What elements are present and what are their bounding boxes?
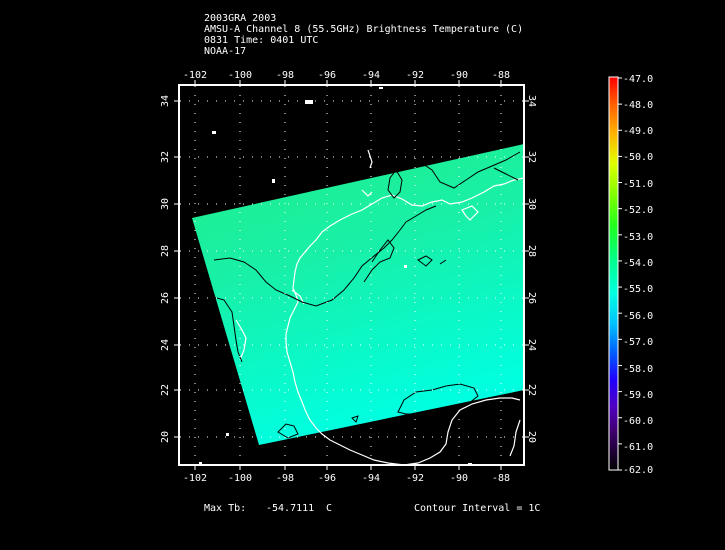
lon-label-bottom: -90 — [450, 473, 468, 484]
lat-label-right: 24 — [526, 339, 537, 351]
lon-label-top: -96 — [318, 70, 336, 81]
lon-label-bottom: -88 — [492, 473, 510, 484]
lat-label-right: 20 — [526, 431, 537, 443]
title-line-1: 2003GRA 2003 — [204, 13, 277, 24]
colorbar-label: -54.0 — [623, 258, 653, 269]
lon-label-top: -90 — [450, 70, 468, 81]
tick-marks — [174, 80, 529, 470]
colorbar-label: -59.0 — [623, 390, 653, 401]
lon-label-top: -100 — [228, 70, 252, 81]
title-line-4: NOAA-17 — [204, 46, 247, 57]
lat-label-left: 34 — [160, 95, 171, 107]
colorbar-label: -53.0 — [623, 232, 653, 243]
brightness-swath — [192, 144, 524, 445]
colorbar-label: -49.0 — [623, 126, 653, 137]
colorbar-label: -56.0 — [623, 311, 653, 322]
colorbar — [608, 76, 619, 471]
colorbar-ticks — [618, 77, 622, 471]
lat-label-left: 22 — [160, 384, 171, 396]
lon-label-top: -102 — [183, 70, 207, 81]
lat-label-left: 20 — [160, 431, 171, 443]
lat-label-left: 30 — [160, 198, 171, 210]
lat-label-right: 28 — [526, 245, 537, 257]
lat-label-left: 24 — [160, 339, 171, 351]
max-tb-label: Max Tb: — [204, 503, 247, 514]
lat-label-left: 26 — [160, 292, 171, 304]
colorbar-label: -60.0 — [623, 416, 653, 427]
lon-label-top: -94 — [362, 70, 380, 81]
lon-label-bottom: -102 — [183, 473, 207, 484]
colorbar-label: -52.0 — [623, 205, 653, 216]
colorbar-label: -57.0 — [623, 337, 653, 348]
colorbar-label: -62.0 — [623, 465, 653, 476]
title-line-2: AMSU-A Channel 8 (55.5GHz) Brightness Te… — [204, 24, 524, 35]
lat-label-right: 22 — [526, 384, 537, 396]
colorbar-label: -55.0 — [623, 284, 653, 295]
lon-labels-top: -102 -100 -98 -96 -94 -92 -90 -88 — [183, 70, 510, 81]
lon-label-bottom: -98 — [276, 473, 294, 484]
lon-label-bottom: -92 — [406, 473, 424, 484]
lat-label-right: 26 — [526, 292, 537, 304]
max-tb-unit: C — [326, 503, 333, 514]
colorbar-label: -61.0 — [623, 442, 653, 453]
colorbar-label: -47.0 — [623, 74, 653, 85]
lon-label-top: -98 — [276, 70, 294, 81]
colorbar-label: -50.0 — [623, 152, 653, 163]
lat-label-right: 32 — [526, 151, 537, 163]
lat-label-left: 32 — [160, 151, 171, 163]
graticule — [180, 86, 523, 464]
title-line-3: 0831 Time: 0401 UTC — [204, 35, 319, 46]
lat-label-left: 28 — [160, 245, 171, 257]
max-tb-value: -54.7111 — [266, 503, 315, 514]
lat-label-right: 34 — [526, 95, 537, 107]
lat-labels-right: 20 22 24 26 28 30 32 34 — [526, 95, 537, 443]
colorbar-label: -58.0 — [623, 364, 653, 375]
lon-label-bottom: -100 — [228, 473, 252, 484]
title-block: 2003GRA 2003 AMSU-A Channel 8 (55.5GHz) … — [204, 13, 523, 57]
lon-label-bottom: -96 — [318, 473, 336, 484]
lon-label-top: -88 — [492, 70, 510, 81]
lat-label-right: 30 — [526, 198, 537, 210]
contour-lines — [195, 151, 521, 439]
lon-label-top: -92 — [406, 70, 424, 81]
colorbar-label: -51.0 — [623, 179, 653, 190]
map-frame — [178, 84, 525, 466]
lon-label-bottom: -94 — [362, 473, 380, 484]
colorbar-labels: -47.0 -48.0 -49.0 -50.0 -51.0 -52.0 -53.… — [623, 74, 653, 476]
lat-labels-left: 20 22 24 26 28 30 32 34 — [160, 95, 171, 443]
contour-interval: Contour Interval = 1C — [414, 503, 541, 514]
lon-labels-bottom: -102 -100 -98 -96 -94 -92 -90 -88 — [183, 473, 510, 484]
colorbar-label: -48.0 — [623, 100, 653, 111]
